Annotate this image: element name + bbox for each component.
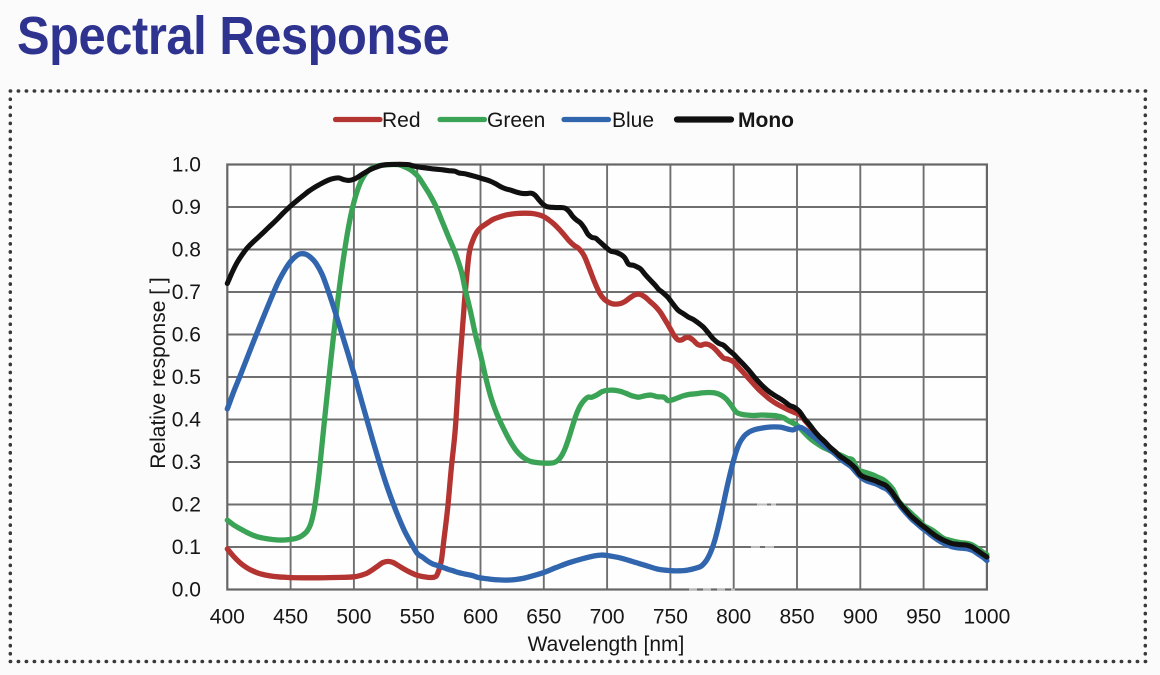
svg-text:0.0: 0.0	[172, 579, 201, 602]
svg-text:Green: Green	[487, 109, 545, 132]
svg-text:500: 500	[336, 606, 371, 629]
svg-text:600: 600	[463, 606, 498, 629]
svg-text:650: 650	[526, 606, 561, 629]
svg-text:Blue: Blue	[612, 109, 654, 132]
svg-text:0.8: 0.8	[172, 239, 201, 262]
svg-text:0.4: 0.4	[172, 409, 202, 432]
svg-text:0.1: 0.1	[172, 536, 201, 559]
svg-text:0.5: 0.5	[172, 366, 201, 389]
svg-text:1.0: 1.0	[172, 154, 201, 177]
svg-text:400: 400	[210, 606, 245, 629]
svg-text:Relative response [ ]: Relative response [ ]	[147, 277, 170, 468]
svg-text:1000: 1000	[964, 606, 1011, 629]
svg-text:0.9: 0.9	[172, 196, 201, 219]
svg-text:700: 700	[590, 606, 625, 629]
svg-text:950: 950	[906, 606, 941, 629]
svg-text:0.3: 0.3	[172, 451, 201, 474]
svg-text:800: 800	[716, 606, 751, 629]
svg-text:850: 850	[779, 606, 814, 629]
svg-text:550: 550	[400, 606, 435, 629]
svg-text:0.6: 0.6	[172, 324, 201, 347]
svg-text:Red: Red	[382, 109, 421, 132]
svg-text:450: 450	[273, 606, 308, 629]
svg-text:Wavelength [nm]: Wavelength [nm]	[528, 633, 685, 656]
svg-text:900: 900	[843, 606, 878, 629]
svg-text:0.2: 0.2	[172, 494, 201, 517]
svg-text:Mono: Mono	[738, 109, 794, 132]
svg-text:750: 750	[653, 606, 688, 629]
svg-text:0.7: 0.7	[172, 281, 201, 304]
